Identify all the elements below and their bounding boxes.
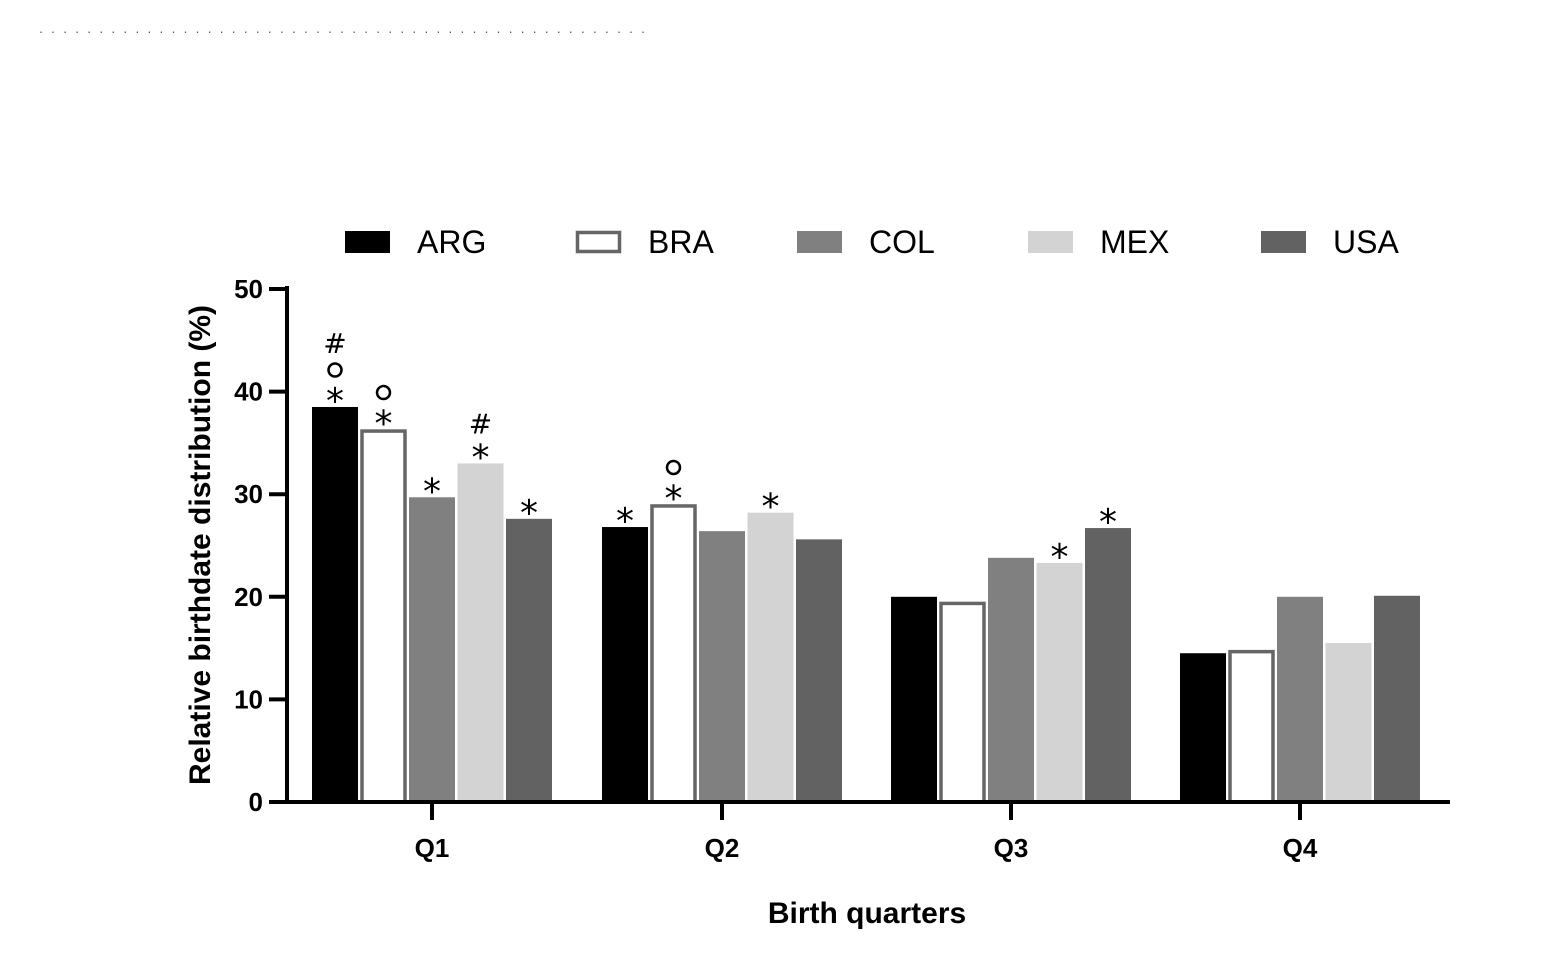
annotation-mex-q1-hash: # <box>469 407 492 440</box>
bar-col-q1 <box>409 497 455 802</box>
bar-bra-q1 <box>360 429 407 804</box>
bar-usa-q4 <box>1374 595 1420 802</box>
legend-label-mex: MEX <box>1100 224 1169 260</box>
bar-mex-q2 <box>747 512 794 802</box>
x-tick-label-q1: Q1 <box>415 833 450 863</box>
y-tick-label-40: 40 <box>234 377 263 407</box>
annotation-bra-q1-circle-text: o <box>383 393 384 395</box>
annotation-col-q1-asterisk: * <box>423 471 441 512</box>
bar-mex-q1 <box>457 463 504 802</box>
y-tick-label-10: 10 <box>234 684 263 714</box>
legend-swatch-arg <box>345 231 390 253</box>
bar-arg-q1 <box>312 406 358 802</box>
legend-swatch-col <box>797 231 842 253</box>
legend-label-arg: ARG <box>417 224 486 260</box>
annotation-mex-q3-asterisk: * <box>1051 537 1069 578</box>
bar-arg-q2 <box>602 527 648 802</box>
legend-swatch-mex <box>1028 231 1073 253</box>
annotation-mex-q1-asterisk: * <box>472 437 490 478</box>
bar-col-q2 <box>699 531 745 802</box>
x-tick-label-q2: Q2 <box>705 833 740 863</box>
annotation-arg-q1-hash: # <box>323 327 346 360</box>
annotation-arg-q1-circle-text: o <box>335 370 336 372</box>
annotation-bra-q1-asterisk: * <box>375 404 393 445</box>
legend-label-col: COL <box>869 224 935 260</box>
bar-col-q4 <box>1277 596 1323 802</box>
bar-mex-q3 <box>1036 562 1083 802</box>
y-tick-label-20: 20 <box>234 582 263 612</box>
bar-usa-q3 <box>1085 528 1131 802</box>
header-dots: . . . . . . . . . . . . . . . . . . . . … <box>38 25 646 36</box>
annotation-arg-q1-asterisk: * <box>326 381 344 422</box>
y-axis-title: Relative birthdate distribution (%) <box>184 305 217 785</box>
annotation-bra-q2-asterisk: * <box>665 478 683 519</box>
annotation-bra-q2-circle <box>665 459 682 476</box>
bar-bra-q2 <box>650 504 697 804</box>
annotation-arg-q2-asterisk: * <box>616 501 634 542</box>
bar-bra-q4 <box>1228 649 1275 804</box>
bar-mex-q4 <box>1325 642 1372 802</box>
y-tick-label-30: 30 <box>234 479 263 509</box>
legend-swatch-bra <box>575 230 622 254</box>
annotation-usa-q3-asterisk: * <box>1099 502 1117 543</box>
annotation-bra-q2-circle-text: o <box>673 467 674 469</box>
legend-label-usa: USA <box>1333 224 1399 260</box>
bar-bra-q3 <box>939 601 986 804</box>
annotation-usa-q1-asterisk: * <box>520 493 538 534</box>
x-tick-label-q3: Q3 <box>994 833 1029 863</box>
x-tick-label-q4: Q4 <box>1283 833 1318 863</box>
bar-usa-q2 <box>796 539 842 802</box>
annotation-arg-q1-circle <box>327 362 343 378</box>
legend-swatch-usa <box>1261 231 1306 253</box>
annotation-mex-q2-asterisk: * <box>762 487 780 528</box>
legend-label-bra: BRA <box>648 224 714 260</box>
bar-arg-q3 <box>891 596 937 802</box>
y-tick-label-50: 50 <box>234 274 263 304</box>
bar-usa-q1 <box>506 518 552 802</box>
x-axis-title: Birth quarters <box>768 897 966 930</box>
bar-col-q3 <box>988 557 1034 802</box>
bar-arg-q4 <box>1180 653 1226 802</box>
y-tick-label-0: 0 <box>249 787 263 817</box>
annotation-bra-q1-circle <box>375 384 392 401</box>
